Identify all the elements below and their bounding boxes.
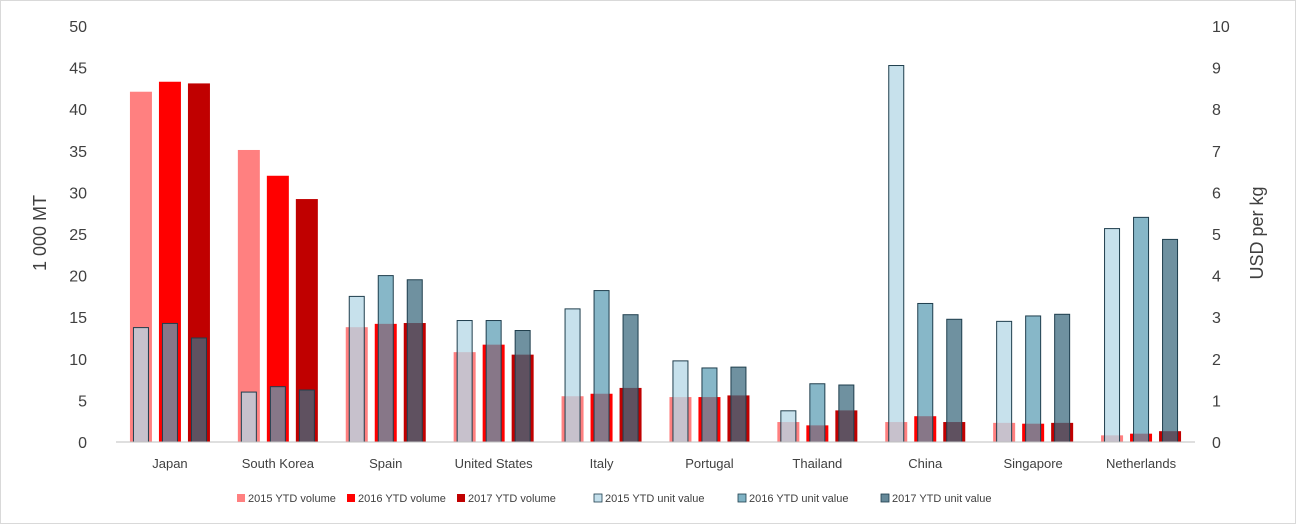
category-label: Singapore [1004, 456, 1063, 471]
unit-value-bar [406, 279, 423, 443]
unit-value-bar [888, 65, 905, 443]
volume-bars [129, 81, 1182, 443]
unit-value-bars [132, 65, 1179, 443]
left-tick-label: 15 [69, 310, 87, 327]
unit-value-bar [240, 391, 257, 443]
unit-value-bar [917, 302, 934, 443]
left-tick-label: 20 [69, 269, 87, 286]
unit-value-bar [269, 386, 286, 443]
unit-value-bar [514, 330, 531, 443]
unit-value-bar [132, 327, 149, 443]
legend-label: 2017 YTD volume [468, 493, 556, 505]
unit-value-bar [996, 320, 1013, 443]
unit-value-bar [377, 275, 394, 443]
unit-value-bar [1133, 216, 1150, 443]
unit-value-bar [456, 320, 473, 443]
unit-value-bar [701, 367, 718, 443]
category-label: Thailand [792, 456, 842, 471]
left-tick-label: 35 [69, 144, 87, 161]
right-axis-title: USD per kg [1247, 186, 1267, 279]
category-label: South Korea [242, 456, 315, 471]
unit-value-bar [190, 337, 207, 443]
right-axis-ticks: 0 1 2 3 4 5 6 7 8 9 10 [1212, 19, 1230, 452]
right-tick-label: 0 [1212, 435, 1221, 452]
left-tick-label: 45 [69, 61, 87, 78]
left-tick-label: 40 [69, 102, 87, 119]
legend-swatch [347, 494, 355, 502]
right-tick-label: 2 [1212, 352, 1221, 369]
category-label: Netherlands [1106, 456, 1177, 471]
left-tick-label: 0 [78, 435, 87, 452]
legend-label: 2017 YTD unit value [892, 493, 991, 505]
volume-bar [237, 149, 260, 442]
left-axis-ticks: 0 5 10 15 20 25 30 35 40 45 50 [69, 19, 87, 452]
legend-swatch [880, 493, 890, 503]
left-tick-label: 25 [69, 227, 87, 244]
unit-value-bar [780, 410, 797, 443]
right-tick-label: 7 [1212, 144, 1221, 161]
right-tick-label: 6 [1212, 185, 1221, 202]
unit-value-bar [838, 384, 855, 443]
legend-swatch [237, 494, 245, 502]
unit-value-bar [946, 318, 963, 443]
category-label: Spain [369, 456, 402, 471]
legend: 2015 YTD volume 2016 YTD volume 2017 YTD v… [237, 493, 991, 505]
legend-label: 2015 YTD unit value [605, 493, 704, 505]
legend-label: 2015 YTD volume [248, 493, 336, 505]
unit-value-bar [730, 366, 747, 443]
right-tick-label: 10 [1212, 19, 1230, 36]
legend-label: 2016 YTD volume [358, 493, 446, 505]
unit-value-bar [348, 295, 365, 443]
left-tick-label: 5 [78, 393, 87, 410]
unit-value-bar [672, 360, 689, 443]
unit-value-bar [593, 290, 610, 443]
unit-value-bar [622, 314, 639, 443]
unit-value-bar [564, 308, 581, 443]
legend-label: 2016 YTD unit value [749, 493, 848, 505]
legend-swatch [593, 493, 603, 503]
left-tick-label: 10 [69, 352, 87, 369]
legend-swatch [457, 494, 465, 502]
category-label: Portugal [685, 456, 734, 471]
legend-swatch [737, 493, 747, 503]
left-tick-label: 30 [69, 185, 87, 202]
unit-value-bar [161, 322, 178, 443]
left-axis-title: 1 000 MT [30, 195, 50, 271]
right-tick-label: 3 [1212, 310, 1221, 327]
unit-value-bar [1104, 228, 1121, 443]
right-tick-label: 4 [1212, 269, 1221, 286]
category-label: Japan [152, 456, 187, 471]
category-labels: Japan South Korea Spain United States Italy P… [152, 456, 1176, 471]
right-tick-label: 5 [1212, 227, 1221, 244]
category-label: United States [455, 456, 534, 471]
unit-value-bar [1025, 315, 1042, 443]
category-label: China [908, 456, 943, 471]
right-tick-label: 8 [1212, 102, 1221, 119]
unit-value-bar [809, 383, 826, 443]
unit-value-bar [485, 320, 502, 443]
unit-value-bar [1162, 238, 1179, 443]
unit-value-bar [1054, 313, 1071, 443]
category-label: Italy [590, 456, 614, 471]
left-tick-label: 50 [69, 19, 87, 36]
volume-bar [295, 199, 318, 442]
volume-bar [266, 175, 289, 442]
unit-value-bar [298, 389, 315, 443]
right-tick-label: 9 [1212, 61, 1221, 78]
right-tick-label: 1 [1212, 393, 1221, 410]
